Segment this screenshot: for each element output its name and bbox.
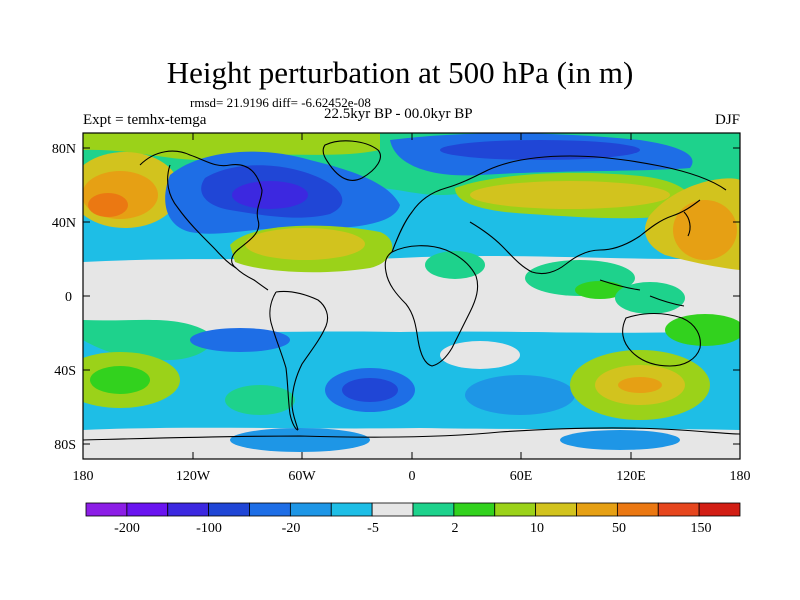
colorbar-box [167, 502, 210, 517]
lon-tick-label: 120E [616, 469, 646, 484]
colorbar-box [535, 502, 577, 517]
coastlines [83, 140, 740, 441]
lat-tick-label: 40N [52, 216, 76, 231]
colorbar-label: 10 [530, 521, 544, 536]
colorbar-box [289, 502, 332, 517]
colorbar [85, 502, 741, 517]
colorbar-label: 2 [452, 521, 459, 536]
lon-tick-label: 120W [176, 469, 211, 484]
colorbar-label: -200 [114, 521, 140, 536]
colorbar-box [698, 502, 741, 517]
lat-tick-label: 80S [54, 438, 76, 453]
season-label: DJF [714, 112, 740, 128]
colorbar-label: -5 [367, 521, 379, 536]
tick-marks [83, 133, 740, 459]
colorbar-label: 150 [691, 521, 712, 536]
colorbar-labels: -200 -100 -20 -5 2 10 50 150 [114, 521, 711, 536]
colorbar-box [249, 502, 291, 517]
stats-subtitle: rmsd= 21.9196 diff= -6.62452e-08 [190, 95, 371, 110]
lon-tick-label: 0 [409, 469, 416, 484]
map-title: Height perturbation at 500 hPa (in m) [166, 55, 634, 90]
colorbar-label: 50 [612, 521, 626, 536]
lon-tick-label: 60W [288, 469, 316, 484]
colorbar-box [208, 502, 250, 517]
colorbar-label: -100 [196, 521, 222, 536]
colorbar-box [657, 502, 700, 517]
colorbar-box [85, 502, 128, 517]
colorbar-box [126, 502, 169, 517]
colorbar-box [453, 502, 496, 517]
lon-tick-label: 60E [510, 469, 533, 484]
colorbar-box [371, 502, 414, 517]
lat-tick-label: 0 [65, 290, 72, 305]
experiment-label: Expt = temhx-temga [83, 112, 207, 128]
colorbar-box [494, 502, 537, 517]
colorbar-box [576, 502, 618, 517]
colorbar-box [330, 502, 373, 517]
lon-tick-label: 180 [730, 469, 751, 484]
colorbar-label: -20 [282, 521, 301, 536]
lat-tick-label: 80N [52, 142, 76, 157]
colorbar-box [616, 502, 659, 517]
period-label: 22.5kyr BP - 00.0kyr BP [324, 106, 473, 122]
height-field [83, 133, 740, 459]
lon-tick-label: 180 [73, 469, 94, 484]
lat-tick-label: 40S [54, 364, 76, 379]
colorbar-box [412, 502, 455, 517]
